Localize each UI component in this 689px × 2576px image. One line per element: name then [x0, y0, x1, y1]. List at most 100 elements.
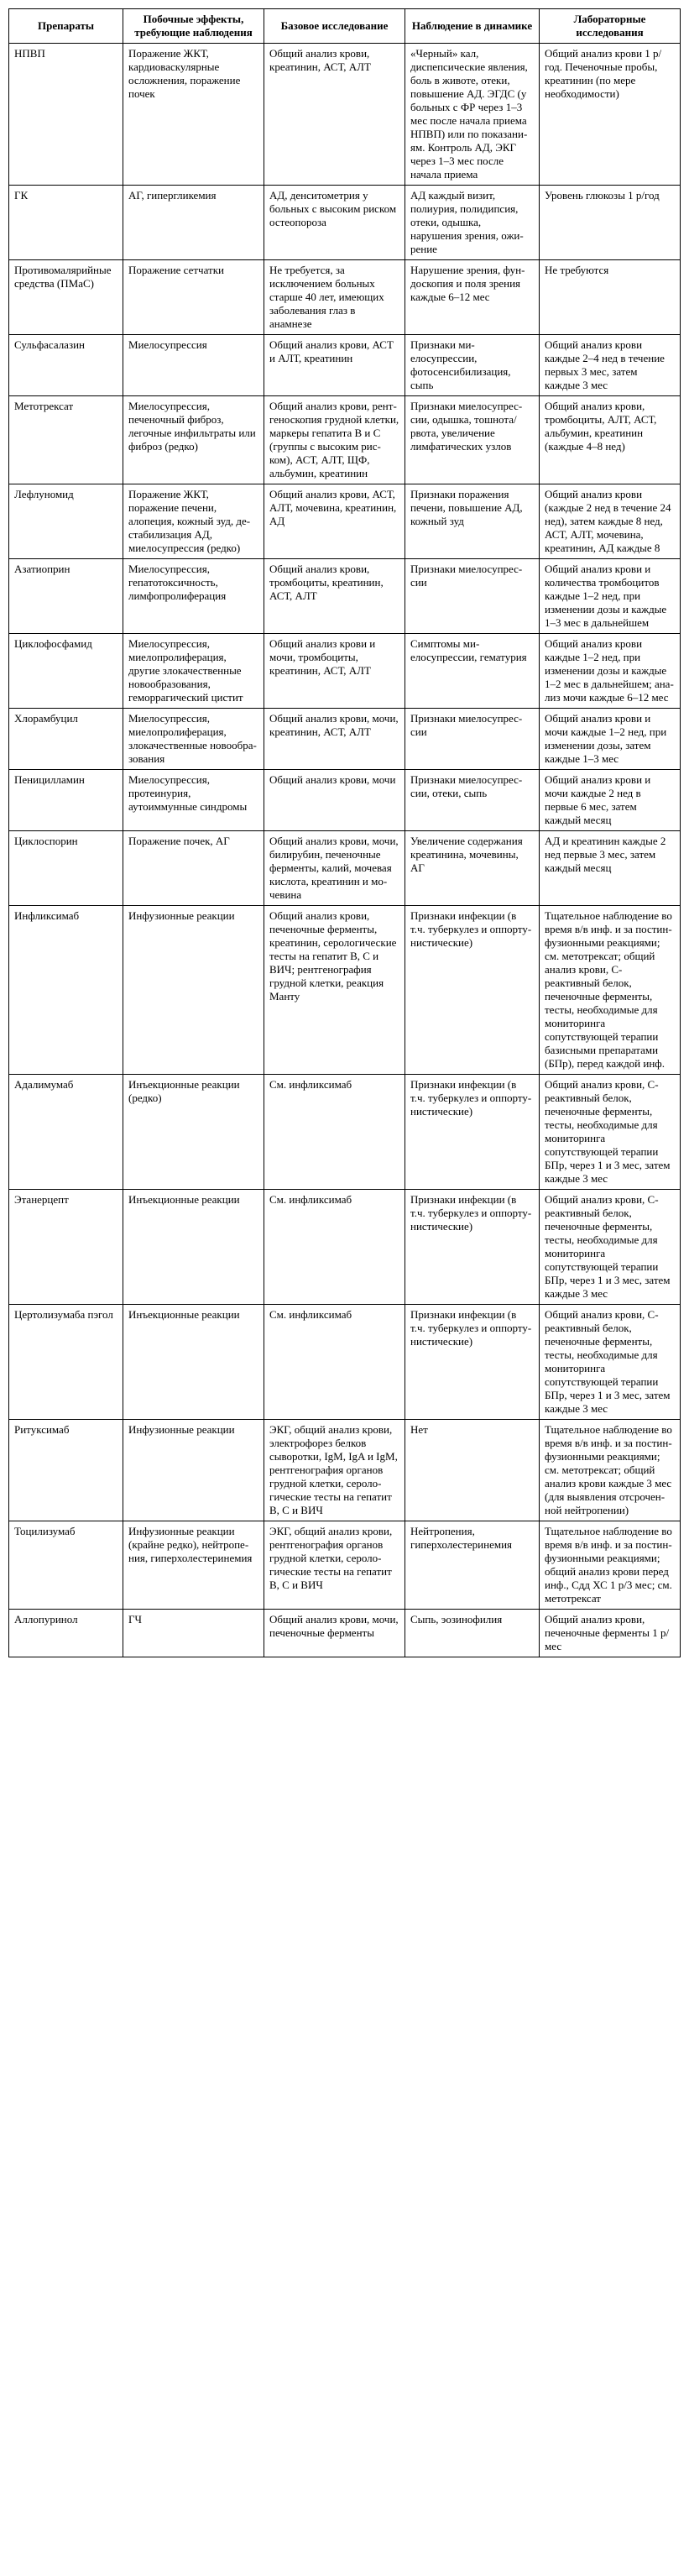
- cell-c3: ЭКГ, общий анализ крови, рентгенография …: [264, 1521, 405, 1610]
- cell-c3: Общий анализ крови, мочи, билирубин, пе­…: [264, 831, 405, 906]
- cell-c2: Миелосупрессия: [123, 335, 264, 396]
- cell-c3: Общий анализ крови, рент­геноскопия груд…: [264, 396, 405, 484]
- cell-c5: Общий анализ крови, печеночные фермен­ты…: [540, 1610, 681, 1657]
- cell-c4: Признаки инфекции (в т.ч. туберку­лез и …: [405, 906, 540, 1075]
- cell-c5: Общий анализ крови и количества тром­боц…: [540, 559, 681, 634]
- cell-c3: АД, денситомет­рия у больных с высоким р…: [264, 186, 405, 260]
- header-drug: Препараты: [9, 9, 123, 44]
- table-row: ИнфликсимабИнфузионные реакцииОбщий анал…: [9, 906, 681, 1075]
- cell-c1: Этанерцепт: [9, 1190, 123, 1305]
- cell-c3: Общий ана­лиз крови, АСТ и АЛТ, креати­н…: [264, 335, 405, 396]
- table-row: ЦиклоспоринПоражение по­чек, АГОбщий ана…: [9, 831, 681, 906]
- cell-c1: Инфликсимаб: [9, 906, 123, 1075]
- cell-c4: Признаки инфекции (в т.ч. туберку­лез и …: [405, 1190, 540, 1305]
- cell-c1: Противомаля­рийные средст­ва (ПМаС): [9, 260, 123, 335]
- cell-c4: Признаки ми­елосупрессии, фотосенсиби­ли…: [405, 335, 540, 396]
- cell-c3: ЭКГ, общий ана­лиз крови, элек­трофорез …: [264, 1420, 405, 1521]
- cell-c2: Инъекционные реакции: [123, 1190, 264, 1305]
- cell-c1: Сульфасалазин: [9, 335, 123, 396]
- cell-c4: АД каждый ви­зит, полиурия, полидипсия, …: [405, 186, 540, 260]
- cell-c1: Цертолизумаба пэгол: [9, 1305, 123, 1420]
- cell-c5: Общий анализ крови, С-реактивный белок, …: [540, 1075, 681, 1190]
- cell-c2: Инфузионные реакции (крайне редко), нейт…: [123, 1521, 264, 1610]
- cell-c2: Миелосупрес­сия, печеночный фиброз, лего…: [123, 396, 264, 484]
- table-row: АллопуринолГЧОбщий анализ крови, мочи, п…: [9, 1610, 681, 1657]
- cell-c1: Аллопуринол: [9, 1610, 123, 1657]
- table-row: Цертолизумаба пэголИнъекционные реакцииС…: [9, 1305, 681, 1420]
- cell-c3: См. инфликси­маб: [264, 1075, 405, 1190]
- cell-c5: Общий анализ крови каждые 2–4 нед в те­ч…: [540, 335, 681, 396]
- header-baseline: Базовое исследование: [264, 9, 405, 44]
- cell-c3: Не требуется, за исключением больных ста…: [264, 260, 405, 335]
- cell-c2: Миелосупрессия, миелопролифе­рация, злок…: [123, 709, 264, 770]
- cell-c5: Общий анализ крови, С-реактивный белок, …: [540, 1305, 681, 1420]
- cell-c2: ГЧ: [123, 1610, 264, 1657]
- cell-c3: Общий анализ крови, мочи, креатинин, АСТ…: [264, 709, 405, 770]
- cell-c3: Общий анализ крови, АСТ, АЛТ, мочевина, …: [264, 484, 405, 559]
- cell-c2: Инъекционные реакции (редко): [123, 1075, 264, 1190]
- cell-c3: См. инфликси­маб: [264, 1305, 405, 1420]
- table-row: ПеницилламинМиелосупрессия, протеинурия,…: [9, 770, 681, 831]
- table-row: АдалимумабИнъекционные реакции (редко)См…: [9, 1075, 681, 1190]
- header-dynamic: Наблюдение в динамике: [405, 9, 540, 44]
- table-row: ГКАГ, гипергликемияАД, денситомет­рия у …: [9, 186, 681, 260]
- header-row: Препараты Побочные эффекты, требующие на…: [9, 9, 681, 44]
- cell-c2: Поражение ЖКТ, кардиоваскуляр­ные осложн…: [123, 44, 264, 186]
- cell-c3: Общий анализ крови, печеноч­ные ферменты…: [264, 906, 405, 1075]
- cell-c1: Азатиоприн: [9, 559, 123, 634]
- table-row: ЭтанерцептИнъекционные реакцииСм. инфлик…: [9, 1190, 681, 1305]
- header-side-effects: Побочные эффекты, требующие наблюдения: [123, 9, 264, 44]
- cell-c1: Ритуксимаб: [9, 1420, 123, 1521]
- cell-c1: Пеницилламин: [9, 770, 123, 831]
- cell-c2: Миелосупрессия, миелопролифе­рация, друг…: [123, 634, 264, 709]
- cell-c2: Миелосупрессия, гепатотоксич­ность, лимф…: [123, 559, 264, 634]
- table-row: ТоцилизумабИнфузионные реакции (крайне р…: [9, 1521, 681, 1610]
- cell-c1: Лефлуномид: [9, 484, 123, 559]
- cell-c5: Общий анализ кро­ви и мочи каждые 1–2 не…: [540, 709, 681, 770]
- cell-c3: Общий анализ крови и мочи, тромбоциты, к…: [264, 634, 405, 709]
- table-row: Противомаля­рийные средст­ва (ПМаС)Пораж…: [9, 260, 681, 335]
- cell-c4: Признаки миелосупрес­сии, отеки, сыпь: [405, 770, 540, 831]
- cell-c1: НПВП: [9, 44, 123, 186]
- cell-c3: Общий анализ крови, мочи, печеночные фер…: [264, 1610, 405, 1657]
- cell-c3: Общий анализ крови, креати­нин, АСТ, АЛТ: [264, 44, 405, 186]
- cell-c5: Общий анализ крови (каждые 2 нед в те­че…: [540, 484, 681, 559]
- cell-c3: Общий анализ крови, тромбо­циты, креати­…: [264, 559, 405, 634]
- cell-c4: Нейтропения, гиперхолесте­ринемия: [405, 1521, 540, 1610]
- table-row: СульфасалазинМиелосупрессияОбщий ана­лиз…: [9, 335, 681, 396]
- table-row: АзатиопринМиелосупрессия, гепатотоксич­н…: [9, 559, 681, 634]
- drug-monitoring-table: Препараты Побочные эффекты, требующие на…: [8, 8, 681, 1657]
- cell-c2: Инфузионные реакции: [123, 906, 264, 1075]
- cell-c5: Тщательное на­блюдение во время в/в инф.…: [540, 1420, 681, 1521]
- cell-c4: Нет: [405, 1420, 540, 1521]
- cell-c5: Общий анализ кро­ви каждые 1–2 нед, при …: [540, 634, 681, 709]
- table-row: РитуксимабИнфузионные реакцииЭКГ, общий …: [9, 1420, 681, 1521]
- cell-c5: Тщательное на­блюдение во время в/в инф.…: [540, 1521, 681, 1610]
- cell-c1: Метотрексат: [9, 396, 123, 484]
- cell-c4: Признаки миелосупрес­сии: [405, 709, 540, 770]
- cell-c3: Общий анализ крови, мочи: [264, 770, 405, 831]
- cell-c1: Циклоспорин: [9, 831, 123, 906]
- cell-c2: Инъекционные реакции: [123, 1305, 264, 1420]
- table-row: ЛефлуномидПоражение ЖКТ, поражение пе­че…: [9, 484, 681, 559]
- cell-c1: Циклофосфа­мид: [9, 634, 123, 709]
- cell-c5: Общий анализ крови, тромбоциты, АЛТ, АСТ…: [540, 396, 681, 484]
- cell-c4: Сыпь, эозинофилия: [405, 1610, 540, 1657]
- cell-c1: ГК: [9, 186, 123, 260]
- cell-c4: Нарушение зрения, фун­доскопия и по­ля з…: [405, 260, 540, 335]
- table-row: ХлорамбуцилМиелосупрессия, миелопролифе­…: [9, 709, 681, 770]
- cell-c5: Не требуются: [540, 260, 681, 335]
- cell-c5: Общий анализ крови, С-реактивный белок, …: [540, 1190, 681, 1305]
- cell-c1: Адалимумаб: [9, 1075, 123, 1190]
- cell-c5: Тщательное на­блюдение во время в/в инф.…: [540, 906, 681, 1075]
- cell-c4: Признаки инфекции (в т.ч. туберку­лез и …: [405, 1305, 540, 1420]
- table-row: Циклофосфа­мидМиелосупрессия, миелопроли…: [9, 634, 681, 709]
- cell-c4: «Черный» кал, диспепсичес­кие явления, б…: [405, 44, 540, 186]
- cell-c5: Общий анализ крови и мочи каждые 2 нед в…: [540, 770, 681, 831]
- cell-c4: Симптомы ми­елосупрессии, гематурия: [405, 634, 540, 709]
- cell-c2: АГ, гипергликемия: [123, 186, 264, 260]
- cell-c5: Уровень глюкозы 1 р/год: [540, 186, 681, 260]
- cell-c2: Поражение ЖКТ, поражение пе­чени, алопец…: [123, 484, 264, 559]
- header-lab: Лабораторные исследования: [540, 9, 681, 44]
- cell-c2: Поражение по­чек, АГ: [123, 831, 264, 906]
